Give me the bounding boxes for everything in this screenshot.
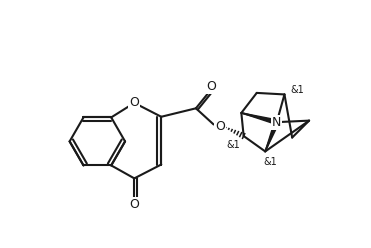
Polygon shape	[265, 121, 279, 152]
Text: N: N	[272, 116, 282, 129]
Text: &1: &1	[226, 140, 240, 150]
Text: O: O	[129, 96, 139, 109]
Text: O: O	[206, 80, 216, 93]
Text: &1: &1	[290, 85, 303, 95]
Text: O: O	[215, 120, 225, 132]
Text: O: O	[129, 198, 139, 211]
Text: &1: &1	[263, 157, 277, 167]
Polygon shape	[242, 113, 278, 124]
